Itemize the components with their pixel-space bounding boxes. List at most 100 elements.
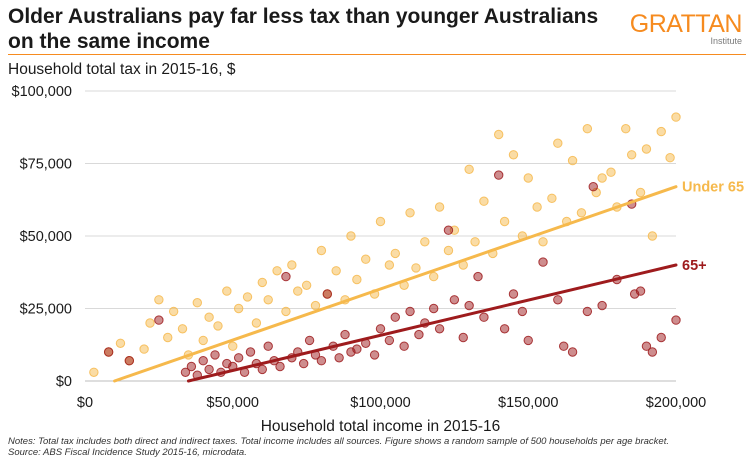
data-point xyxy=(538,237,548,247)
data-point xyxy=(293,286,303,296)
data-point xyxy=(139,344,149,354)
data-point xyxy=(310,300,321,311)
data-point xyxy=(405,306,415,317)
data-point xyxy=(115,338,126,348)
data-point xyxy=(641,144,652,154)
y-tick-label: $0 xyxy=(56,374,72,390)
data-point xyxy=(635,286,646,296)
data-point xyxy=(210,350,220,360)
data-point xyxy=(559,341,569,351)
data-point xyxy=(597,173,607,183)
data-point xyxy=(473,271,483,282)
logo-subtext: Institute xyxy=(710,36,742,46)
data-point xyxy=(582,124,593,134)
data-point xyxy=(390,312,400,322)
data-point xyxy=(665,153,675,163)
data-point xyxy=(434,202,445,212)
data-point xyxy=(428,271,439,282)
data-point xyxy=(420,237,430,247)
data-point xyxy=(384,260,395,270)
data-point xyxy=(245,347,256,357)
data-point xyxy=(228,341,238,351)
data-point xyxy=(346,231,356,241)
data-point xyxy=(316,356,327,366)
data-point xyxy=(180,367,191,377)
data-point xyxy=(375,324,386,334)
data-point xyxy=(458,332,468,343)
data-point xyxy=(414,329,424,340)
data-point xyxy=(163,332,173,343)
data-point xyxy=(287,260,297,270)
data-point xyxy=(301,280,312,290)
data-point xyxy=(384,335,395,346)
data-point xyxy=(375,216,386,227)
x-tick-label: $100,000 xyxy=(350,395,410,411)
data-point xyxy=(606,167,616,177)
data-point xyxy=(647,231,658,241)
data-point xyxy=(251,318,262,328)
x-axis-title: Household total income in 2015-16 xyxy=(261,418,501,435)
data-point xyxy=(576,208,587,218)
y-tick-label: $50,000 xyxy=(20,229,72,245)
data-point xyxy=(656,126,666,137)
data-point xyxy=(567,347,578,357)
data-point xyxy=(553,138,563,148)
data-point xyxy=(434,324,445,334)
data-point xyxy=(198,356,208,366)
y-tick-label: $25,000 xyxy=(20,302,72,318)
data-point xyxy=(257,364,267,375)
source-text: Source: ABS Fiscal Incidence Study 2015-… xyxy=(8,447,247,458)
y-tick-label: $75,000 xyxy=(20,157,72,173)
data-point xyxy=(222,286,232,296)
data-point xyxy=(103,347,114,357)
data-point xyxy=(322,289,333,299)
data-point xyxy=(479,196,489,206)
data-point xyxy=(352,344,362,354)
data-point xyxy=(621,124,631,134)
series-label: Under 65 xyxy=(682,180,744,196)
data-point xyxy=(192,298,202,308)
data-point xyxy=(532,202,542,212)
data-point xyxy=(177,324,188,334)
data-point xyxy=(198,335,208,346)
data-point xyxy=(204,312,214,322)
data-point xyxy=(464,164,474,175)
data-point xyxy=(340,329,350,340)
data-point xyxy=(145,318,155,328)
series-label: 65+ xyxy=(682,258,707,274)
data-point xyxy=(154,295,164,305)
trend-line xyxy=(113,185,678,383)
data-point xyxy=(263,341,273,351)
data-point xyxy=(597,300,607,311)
data-point xyxy=(124,356,135,366)
data-point xyxy=(242,292,253,302)
data-point xyxy=(361,254,371,264)
trend-line xyxy=(186,263,678,383)
data-point xyxy=(428,303,439,314)
data-point xyxy=(405,208,415,218)
data-point xyxy=(588,182,598,192)
notes-text: Notes: Total tax includes both direct an… xyxy=(8,436,669,447)
data-point xyxy=(508,289,519,299)
chart-title-line-2: on the same income xyxy=(8,30,210,53)
data-point xyxy=(213,321,223,331)
data-point xyxy=(399,341,409,351)
data-point xyxy=(553,295,563,305)
data-point xyxy=(281,306,291,317)
data-point xyxy=(494,170,504,180)
data-point xyxy=(298,358,309,369)
data-point xyxy=(582,306,593,317)
chart-title-line-1: Older Australians pay far less tax than … xyxy=(8,5,599,28)
data-point xyxy=(411,263,421,273)
data-point xyxy=(626,150,637,160)
logo-wordmark: GRATTAN xyxy=(629,10,743,38)
x-tick-label: $200,000 xyxy=(646,395,706,411)
data-point xyxy=(547,193,557,204)
data-point xyxy=(523,335,533,346)
data-point xyxy=(494,129,504,140)
x-tick-label: $50,000 xyxy=(207,395,259,411)
data-point xyxy=(464,300,474,311)
data-point xyxy=(443,225,454,235)
data-point xyxy=(449,295,460,305)
